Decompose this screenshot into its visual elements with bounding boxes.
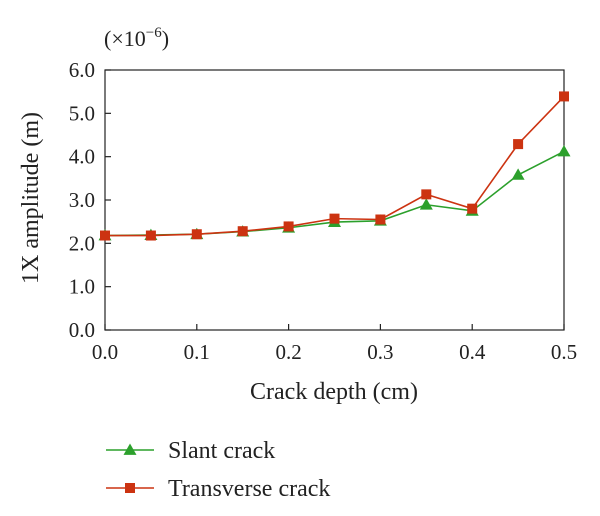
x-tick-label: 0.3 bbox=[367, 340, 393, 364]
data-point bbox=[559, 91, 569, 102]
y-tick-label: 0.0 bbox=[69, 318, 95, 342]
y-tick-label: 3.0 bbox=[69, 188, 95, 212]
series-layer bbox=[98, 91, 571, 241]
data-point bbox=[329, 213, 340, 224]
y-axis-multiplier: (×10−6) bbox=[104, 25, 169, 51]
data-point bbox=[467, 203, 478, 214]
series-1 bbox=[100, 91, 569, 241]
data-point bbox=[145, 230, 156, 241]
y-axis-label: 1X amplitude (m) bbox=[18, 112, 44, 284]
data-point bbox=[421, 189, 432, 200]
x-axis-label: Crack depth (cm) bbox=[250, 379, 418, 405]
data-point bbox=[419, 198, 433, 210]
data-point bbox=[191, 229, 202, 240]
x-tick-label: 0.2 bbox=[275, 340, 301, 364]
legend-label: Transverse crack bbox=[168, 476, 330, 502]
legend-label: Slant crack bbox=[168, 438, 275, 464]
y-tick-label: 5.0 bbox=[69, 101, 95, 125]
y-tick-label: 2.0 bbox=[69, 231, 95, 255]
data-point bbox=[557, 144, 571, 157]
x-tick-label: 0.0 bbox=[92, 340, 118, 364]
data-point bbox=[375, 214, 386, 225]
y-tick-label: 6.0 bbox=[69, 58, 95, 82]
plot-axes: 0.0 0.1 0.2 0.3 0.4 0.5 0.0 1.0 2.0 3.0 4.0 5.0 6.0 bbox=[69, 58, 577, 364]
data-point bbox=[513, 139, 524, 150]
legend-marker bbox=[123, 443, 137, 455]
plot-frame bbox=[104, 69, 565, 331]
legend: Slant crack Transverse crack bbox=[106, 438, 330, 502]
x-tick-label: 0.5 bbox=[551, 340, 577, 364]
y-tick-label: 1.0 bbox=[69, 275, 95, 299]
x-tick-label: 0.1 bbox=[184, 340, 210, 364]
y-axis-multiplier-exponent: −6 bbox=[146, 25, 162, 41]
legend-entry: Transverse crack bbox=[106, 476, 330, 502]
legend-entry: Slant crack bbox=[106, 438, 275, 464]
data-point bbox=[100, 230, 110, 241]
data-point bbox=[283, 221, 294, 232]
x-tick-label: 0.4 bbox=[459, 340, 486, 364]
legend-marker bbox=[125, 483, 135, 493]
data-point bbox=[511, 168, 525, 180]
series-0 bbox=[98, 144, 571, 241]
data-point bbox=[237, 226, 248, 237]
y-tick-label: 4.0 bbox=[69, 145, 95, 169]
